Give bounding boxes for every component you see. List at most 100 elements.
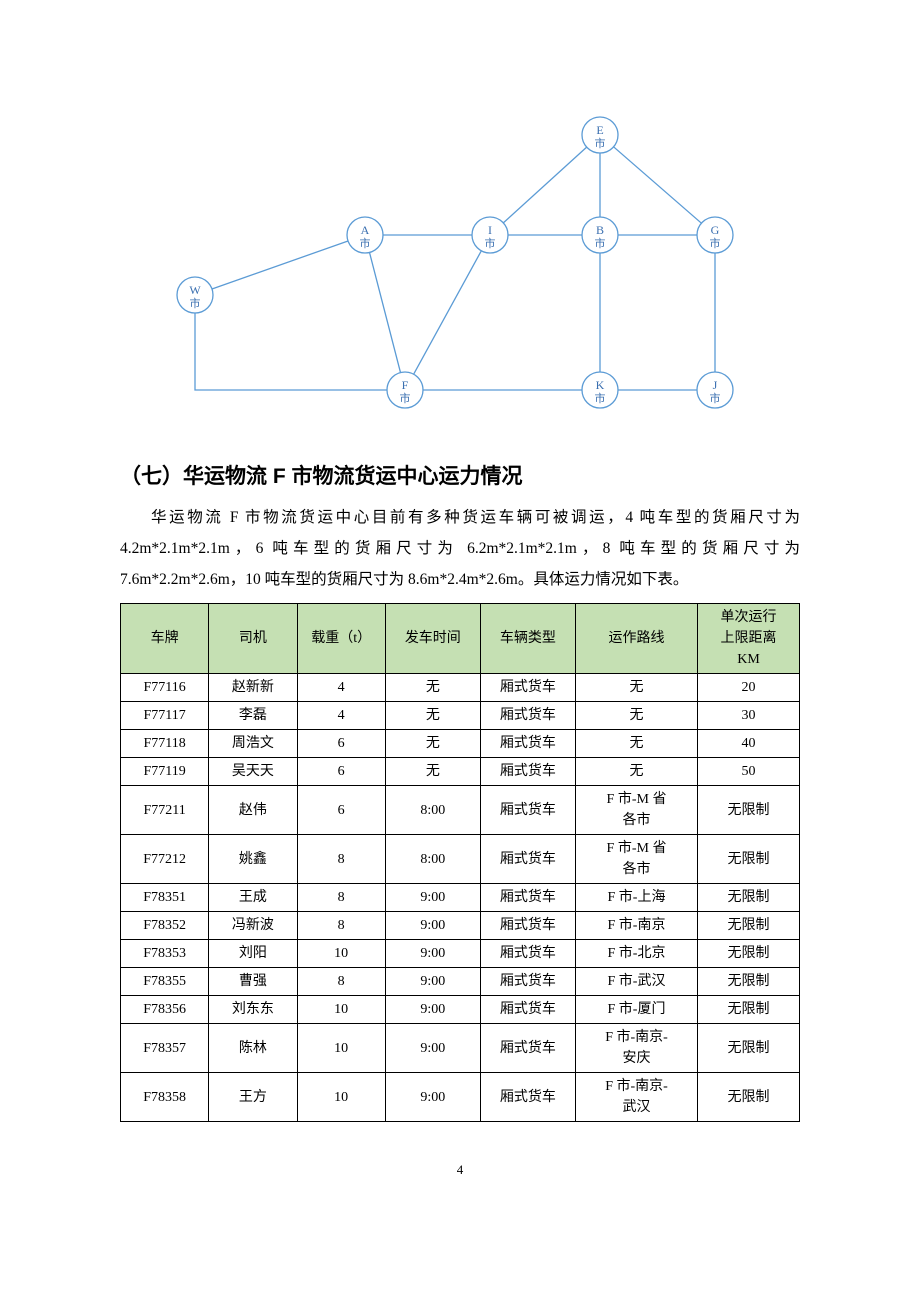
table-cell: 9:00 bbox=[385, 912, 480, 940]
table-cell: F77116 bbox=[121, 674, 209, 702]
table-cell: 厢式货车 bbox=[480, 730, 575, 758]
diagram-node-label: K bbox=[596, 378, 605, 392]
table-cell: 无限制 bbox=[698, 996, 800, 1024]
table-cell: F78351 bbox=[121, 884, 209, 912]
diagram-node-label: A bbox=[361, 223, 370, 237]
table-cell: F 市-武汉 bbox=[575, 968, 697, 996]
table-cell: 10 bbox=[297, 1024, 385, 1073]
table-cell: 20 bbox=[698, 674, 800, 702]
diagram-node-sublabel: 市 bbox=[360, 236, 371, 250]
table-cell: 10 bbox=[297, 1073, 385, 1122]
table-head: 车牌司机载重（t）发车时间车辆类型运作路线单次运行上限距离KM bbox=[121, 604, 800, 674]
table-cell: 无 bbox=[385, 758, 480, 786]
table-header-cell: 单次运行上限距离KM bbox=[698, 604, 800, 674]
table-cell: F77119 bbox=[121, 758, 209, 786]
diagram-node-label: F bbox=[402, 378, 409, 392]
table-header-cell: 运作路线 bbox=[575, 604, 697, 674]
table-cell: F 市-南京 bbox=[575, 912, 697, 940]
table-cell: 刘东东 bbox=[209, 996, 297, 1024]
table-cell: 赵伟 bbox=[209, 786, 297, 835]
table-cell: 无限制 bbox=[698, 1073, 800, 1122]
table-cell: 10 bbox=[297, 940, 385, 968]
diagram-node-label: J bbox=[713, 378, 718, 392]
table-cell: 9:00 bbox=[385, 1024, 480, 1073]
table-header-cell: 司机 bbox=[209, 604, 297, 674]
table-header-row: 车牌司机载重（t）发车时间车辆类型运作路线单次运行上限距离KM bbox=[121, 604, 800, 674]
table-cell: F78357 bbox=[121, 1024, 209, 1073]
table-row: F78352冯新波89:00厢式货车F 市-南京无限制 bbox=[121, 912, 800, 940]
table-cell: 4 bbox=[297, 702, 385, 730]
diagram-node-sublabel: 市 bbox=[595, 236, 606, 250]
diagram-node-label: B bbox=[596, 223, 604, 237]
table-header-cell: 发车时间 bbox=[385, 604, 480, 674]
table-cell: 厢式货车 bbox=[480, 996, 575, 1024]
table-cell: 无 bbox=[575, 758, 697, 786]
diagram-node-label: G bbox=[711, 223, 720, 237]
table-row: F77211赵伟68:00厢式货车F 市-M 省各市无限制 bbox=[121, 786, 800, 835]
table-cell: 8 bbox=[297, 968, 385, 996]
table-cell: 厢式货车 bbox=[480, 835, 575, 884]
diagram-node-sublabel: 市 bbox=[710, 236, 721, 250]
table-row: F78351王成89:00厢式货车F 市-上海无限制 bbox=[121, 884, 800, 912]
table-cell: F78358 bbox=[121, 1073, 209, 1122]
table-cell: 无限制 bbox=[698, 912, 800, 940]
page-number: 4 bbox=[120, 1162, 800, 1178]
table-row: F78358王方109:00厢式货车F 市-南京-武汉无限制 bbox=[121, 1073, 800, 1122]
table-cell: 8:00 bbox=[385, 786, 480, 835]
table-cell: 厢式货车 bbox=[480, 912, 575, 940]
network-diagram: W市A市I市E市B市G市F市K市J市 bbox=[160, 100, 760, 430]
table-cell: 6 bbox=[297, 786, 385, 835]
table-cell: 无 bbox=[575, 702, 697, 730]
table-cell: 9:00 bbox=[385, 1073, 480, 1122]
table-cell: 无限制 bbox=[698, 940, 800, 968]
table-cell: 9:00 bbox=[385, 884, 480, 912]
table-cell: F 市-北京 bbox=[575, 940, 697, 968]
table-cell: F78353 bbox=[121, 940, 209, 968]
table-cell: 无限制 bbox=[698, 1024, 800, 1073]
table-cell: 4 bbox=[297, 674, 385, 702]
table-row: F77117李磊4无厢式货车无30 bbox=[121, 702, 800, 730]
diagram-node-sublabel: 市 bbox=[485, 236, 496, 250]
table-row: F78353刘阳109:00厢式货车F 市-北京无限制 bbox=[121, 940, 800, 968]
table-cell: 李磊 bbox=[209, 702, 297, 730]
table-cell: F78355 bbox=[121, 968, 209, 996]
table-row: F77116赵新新4无厢式货车无20 bbox=[121, 674, 800, 702]
table-cell: 无 bbox=[575, 674, 697, 702]
table-cell: 厢式货车 bbox=[480, 786, 575, 835]
table-cell: 冯新波 bbox=[209, 912, 297, 940]
diagram-node-sublabel: 市 bbox=[400, 391, 411, 405]
table-cell: F78352 bbox=[121, 912, 209, 940]
table-header-cell: 载重（t） bbox=[297, 604, 385, 674]
table-cell: 厢式货车 bbox=[480, 1073, 575, 1122]
table-cell: F 市-上海 bbox=[575, 884, 697, 912]
table-cell: 9:00 bbox=[385, 940, 480, 968]
table-cell: 周浩文 bbox=[209, 730, 297, 758]
table-cell: F78356 bbox=[121, 996, 209, 1024]
table-body: F77116赵新新4无厢式货车无20F77117李磊4无厢式货车无30F7711… bbox=[121, 674, 800, 1122]
table-cell: 厢式货车 bbox=[480, 968, 575, 996]
intro-paragraph: 华运物流 F 市物流货运中心目前有多种货运车辆可被调运，4 吨车型的货厢尺寸为 … bbox=[120, 502, 800, 595]
capacity-table: 车牌司机载重（t）发车时间车辆类型运作路线单次运行上限距离KM F77116赵新… bbox=[120, 603, 800, 1122]
table-row: F77119吴天天6无厢式货车无50 bbox=[121, 758, 800, 786]
table-cell: 陈林 bbox=[209, 1024, 297, 1073]
table-cell: 赵新新 bbox=[209, 674, 297, 702]
diagram-node-label: W bbox=[189, 283, 201, 297]
table-cell: F77118 bbox=[121, 730, 209, 758]
diagram-node-sublabel: 市 bbox=[595, 391, 606, 405]
table-cell: 厢式货车 bbox=[480, 674, 575, 702]
table-cell: 8:00 bbox=[385, 835, 480, 884]
table-cell: 9:00 bbox=[385, 968, 480, 996]
page: W市A市I市E市B市G市F市K市J市 （七）华运物流 F 市物流货运中心运力情况… bbox=[0, 0, 920, 1218]
table-cell: 厢式货车 bbox=[480, 884, 575, 912]
diagram-node-sublabel: 市 bbox=[595, 136, 606, 150]
table-cell: 姚鑫 bbox=[209, 835, 297, 884]
table-cell: F 市-南京-安庆 bbox=[575, 1024, 697, 1073]
table-cell: 无限制 bbox=[698, 835, 800, 884]
table-cell: 厢式货车 bbox=[480, 940, 575, 968]
table-cell: F 市-M 省各市 bbox=[575, 786, 697, 835]
table-row: F78357陈林109:00厢式货车F 市-南京-安庆无限制 bbox=[121, 1024, 800, 1073]
table-header-cell: 车辆类型 bbox=[480, 604, 575, 674]
table-cell: 无 bbox=[385, 674, 480, 702]
diagram-node-label: E bbox=[596, 123, 603, 137]
table-cell: F 市-南京-武汉 bbox=[575, 1073, 697, 1122]
